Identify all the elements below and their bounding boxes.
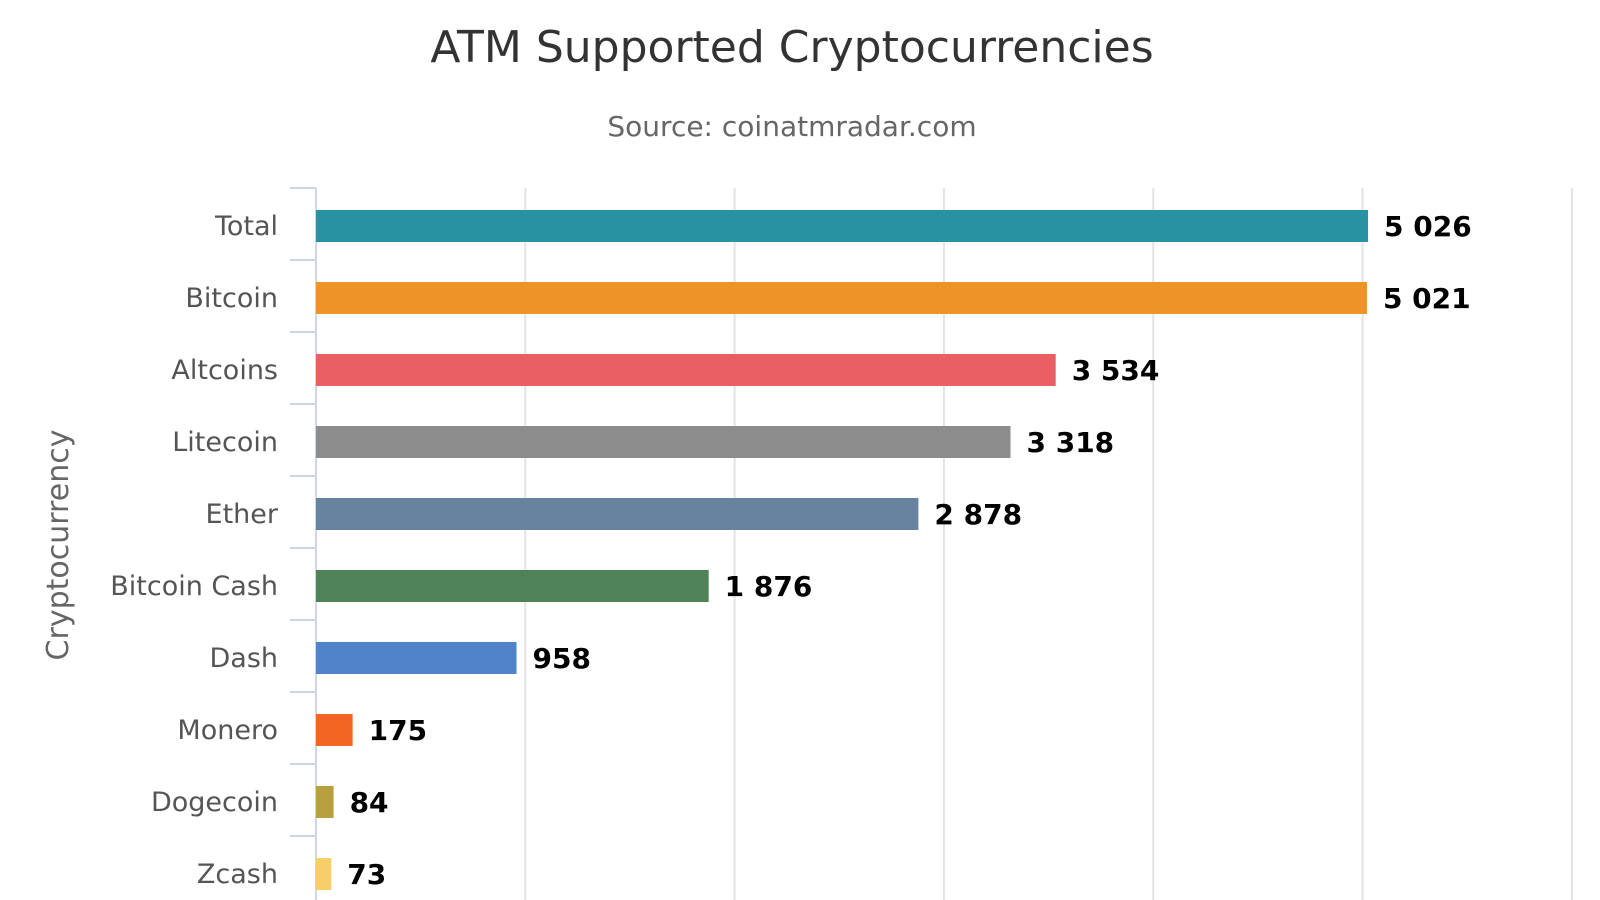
category-label: Zcash: [197, 859, 278, 890]
category-label: Dash: [209, 643, 278, 674]
bar-dogecoin: [316, 786, 334, 818]
data-label: 5 026: [1384, 210, 1472, 243]
bar-altcoins: [316, 354, 1056, 386]
category-label: Bitcoin: [185, 283, 278, 314]
category-label: Monero: [177, 715, 278, 746]
data-label: 175: [369, 714, 427, 747]
category-label: Ether: [206, 499, 279, 530]
bars: [316, 210, 1368, 890]
bar-total: [316, 210, 1368, 242]
category-label: Litecoin: [172, 427, 278, 458]
bar-ether: [316, 498, 919, 530]
y-axis-title: Cryptocurrency: [41, 430, 76, 661]
chart-subtitle: Source: coinatmradar.com: [607, 110, 976, 143]
data-label: 84: [350, 786, 389, 819]
category-label: Bitcoin Cash: [110, 571, 278, 602]
bar-dash: [316, 642, 517, 674]
category-label: Dogecoin: [151, 787, 278, 818]
data-label: 3 318: [1026, 426, 1114, 459]
bar-bitcoin-cash: [316, 570, 709, 602]
category-axis: [290, 187, 316, 837]
data-label: 5 021: [1383, 282, 1471, 315]
category-label: Altcoins: [171, 355, 278, 386]
category-label: Total: [214, 211, 278, 242]
data-label: 73: [347, 858, 386, 891]
bar-zcash: [316, 858, 332, 890]
bar-bitcoin: [316, 282, 1367, 314]
data-label: 958: [533, 642, 591, 675]
bar-litecoin: [316, 426, 1011, 458]
data-label: 2 878: [934, 498, 1022, 531]
category-labels: Total Bitcoin Altcoins Litecoin Ether Bitcoin…: [110, 211, 279, 890]
data-label: 1 876: [725, 570, 813, 603]
data-label: 3 534: [1072, 354, 1160, 387]
chart-title: ATM Supported Cryptocurrencies: [430, 22, 1153, 73]
value-labels: 5 026 5 021 3 534 3 318 2 878 1 876 958 175 84 73: [347, 210, 1471, 891]
bar-monero: [316, 714, 353, 746]
